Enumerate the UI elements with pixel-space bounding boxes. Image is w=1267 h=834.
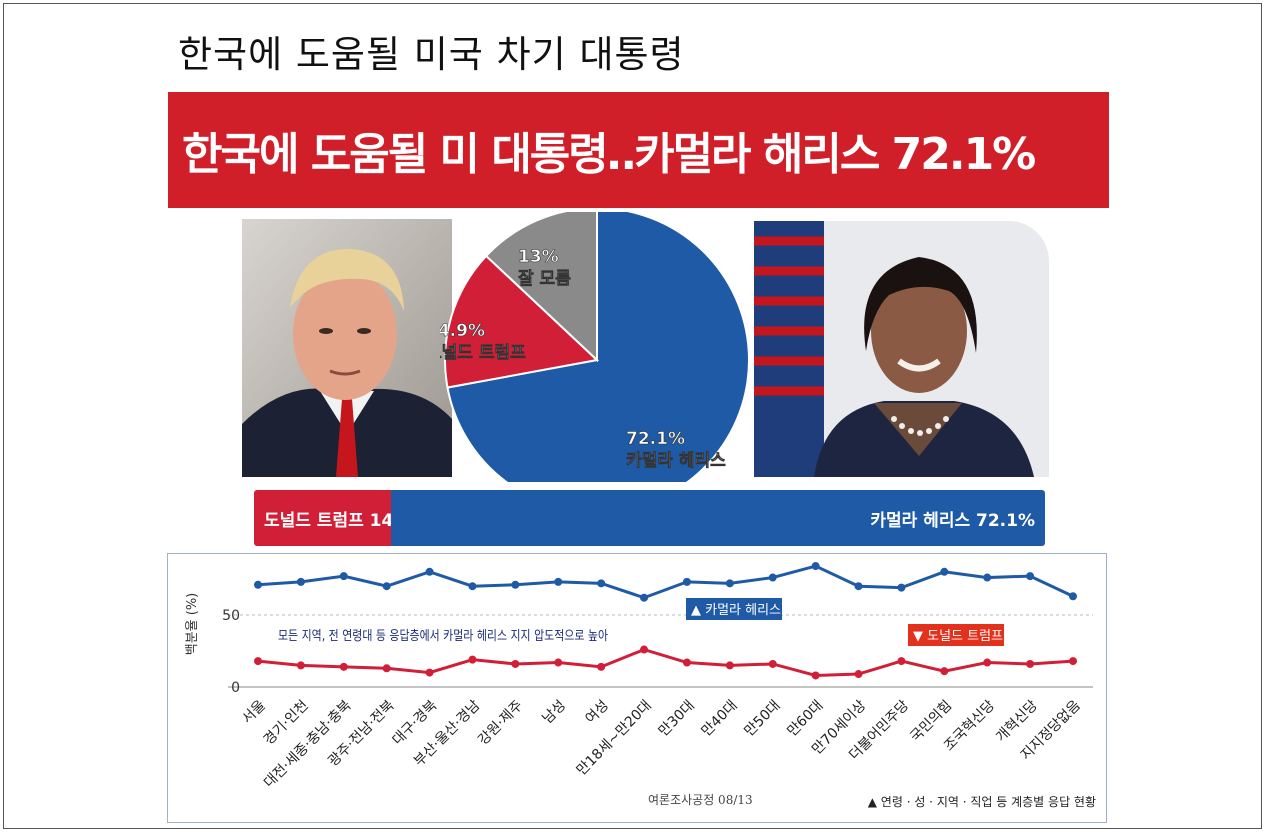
data-point [382,582,391,591]
chart-source: 여론조사공정 08/13 [648,793,753,807]
x-tick-label: 서울 [239,697,269,727]
pie-slice-label: 카멀라 헤리스 [626,450,726,471]
chart-footnote: ▲ 연령 · 성 · 지역 · 직업 등 계층별 응답 현황 [868,795,1096,809]
figure-frame [3,3,1262,829]
harris-share-label: 카멀라 헤리스 72.1% [870,510,1035,531]
series-line [257,564,1074,600]
data-point [725,661,734,670]
trump-share-label: 도널드 트럼프 14.9% [264,510,429,531]
data-point [1026,572,1035,581]
data-point [640,593,649,602]
data-point [254,580,262,589]
series-tag-label: ▼ 도널드 트럼프 [913,629,1003,644]
series-tag [686,598,782,620]
demographic-line-chart: 0 50 백분율 (%) ▲ 카멀라 헤리스 ▼ 도널드 트럼프 모든 지역, 전 연령대… [167,553,1107,823]
data-point [1069,592,1077,601]
x-tick-label: 만50대 [741,698,783,740]
data-point [854,582,863,591]
data-point [940,667,949,676]
chart-annotation: 모든 지역, 전 연령대 등 응답층에서 카멀라 헤리스 지지 압도적으로 높아 [278,629,608,644]
data-point [682,577,691,586]
data-point [468,582,477,591]
data-point [983,658,992,667]
data-point [382,664,391,673]
pie-slice-value: 14.9% [440,321,485,341]
data-point [640,645,649,654]
data-point [511,659,520,668]
line-chart-canvas: 0 50 백분율 (%) ▲ 카멀라 헤리스 ▼ 도널드 트럼프 모든 지역, 전 연령대… [185,562,1096,809]
y-tick-label: 50 [222,608,240,624]
series-line [257,647,1074,677]
headline-banner: 한국에 도움될 미 대통령‥카멀라 해리스 72.1% [168,92,1109,208]
x-tick-label: 강원·제주 [475,697,526,748]
data-point [811,562,820,571]
page-title: 한국에 도움될 미국 차기 대통령 [178,33,685,76]
pie-slice [446,212,750,482]
data-point [339,572,348,581]
data-point [339,662,348,671]
support-pie-chart: 72.1%카멀라 헤리스 14.9%도널드 트럼프 13%잘 모름 [440,212,750,482]
x-tick-label: 만40대 [699,698,741,740]
data-point [768,573,777,582]
x-tick-label: 만30대 [656,698,698,740]
headline-text: 한국에 도움될 미 대통령‥카멀라 해리스 72.1% [182,129,1036,180]
data-point [554,577,563,586]
series-tag-label: ▲ 카멀라 헤리스 [691,603,781,618]
data-point [897,657,906,666]
data-point [854,670,863,679]
x-tick-label: 남성 [540,698,570,728]
harris-share-bar: 카멀라 헤리스 72.1% [391,490,1045,546]
harris-portrait-illustration [754,221,1049,477]
data-point [425,567,434,576]
data-point [768,659,777,668]
data-point [597,662,606,671]
pie-slice [484,212,598,363]
y-axis-label: 백분율 (%) [185,593,200,656]
trump-portrait [242,219,452,477]
x-tick-label: 만18세~만20대 [574,698,655,779]
x-tick-label: 만60대 [784,698,826,740]
data-point [511,580,520,589]
data-point [1069,657,1077,666]
pie-slice-value: 72.1% [626,429,685,449]
data-point [254,657,262,666]
data-point [296,661,305,670]
series-tag [908,624,1004,646]
pie-slice-label: 도널드 트럼프 [440,343,526,363]
data-point [983,573,992,582]
trump-share-bar: 도널드 트럼프 14.9% [254,490,429,546]
y-tick-label: 0 [231,680,240,696]
data-point [682,658,691,667]
pie-slice [444,254,600,389]
x-tick-label: 여성 [582,698,612,728]
trump-portrait-illustration [242,219,452,477]
data-point [296,577,305,586]
pie-slice-label: 잘 모름 [518,268,571,289]
data-point [554,658,563,667]
data-point [468,655,477,664]
data-point [811,671,820,680]
data-point [897,583,906,592]
data-point [425,668,434,677]
data-point [1026,659,1035,668]
data-point [940,567,949,576]
pie-slice-value: 13% [518,247,559,267]
data-point [725,579,734,588]
data-point [597,579,606,588]
harris-portrait [754,221,1049,477]
